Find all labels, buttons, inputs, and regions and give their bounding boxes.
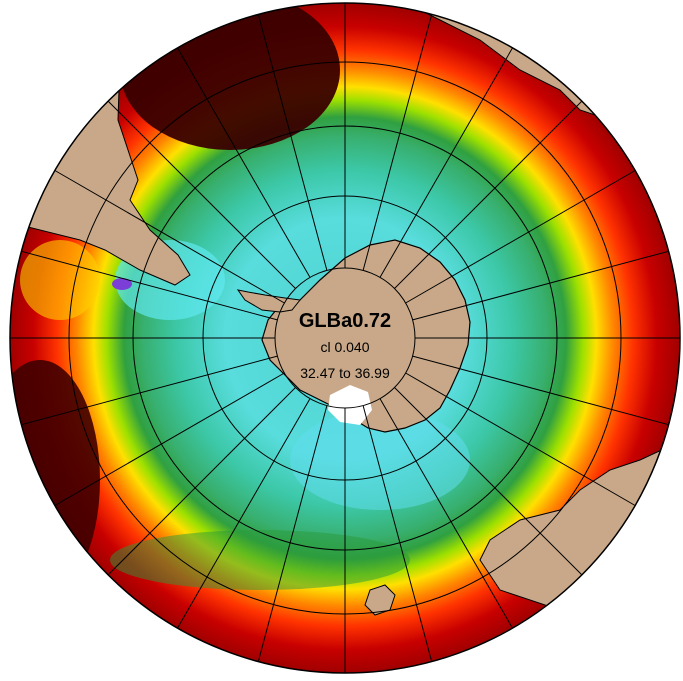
meridian-line (362, 405, 433, 662)
meridian-line (107, 100, 296, 289)
meridian-line (107, 387, 296, 576)
meridian-line (394, 387, 583, 576)
meridian-line (362, 14, 433, 271)
meridian-line (177, 47, 311, 278)
green-patch-pacific (20, 240, 100, 320)
meridian-line (412, 355, 669, 426)
map-title: GLBa0.72 (299, 310, 391, 332)
meridian-line (405, 372, 636, 506)
meridian-line (412, 250, 669, 321)
meridian-line (177, 398, 311, 629)
contour-interval: cl 0.040 (320, 339, 369, 355)
map-outline (9, 2, 681, 674)
value-range: 32.47 to 36.99 (300, 365, 390, 381)
purple-patch (112, 278, 132, 290)
meridian-line (54, 170, 285, 304)
land-antarctic-peninsula (236, 289, 301, 313)
sea-ice-patch (328, 385, 372, 425)
green-band-south (110, 530, 410, 590)
meridian-line (54, 372, 285, 506)
cyan-patch-ross (290, 410, 470, 510)
meridian-line (379, 398, 513, 629)
meridian-line (405, 170, 636, 304)
meridian-line (394, 100, 583, 289)
meridian-line (257, 405, 328, 662)
graticule (10, 3, 680, 673)
meridian-line (21, 355, 278, 426)
meridian-line (379, 47, 513, 278)
land-antarctica (261, 239, 471, 433)
meridian-line (257, 14, 328, 271)
meridian-line (21, 250, 278, 321)
